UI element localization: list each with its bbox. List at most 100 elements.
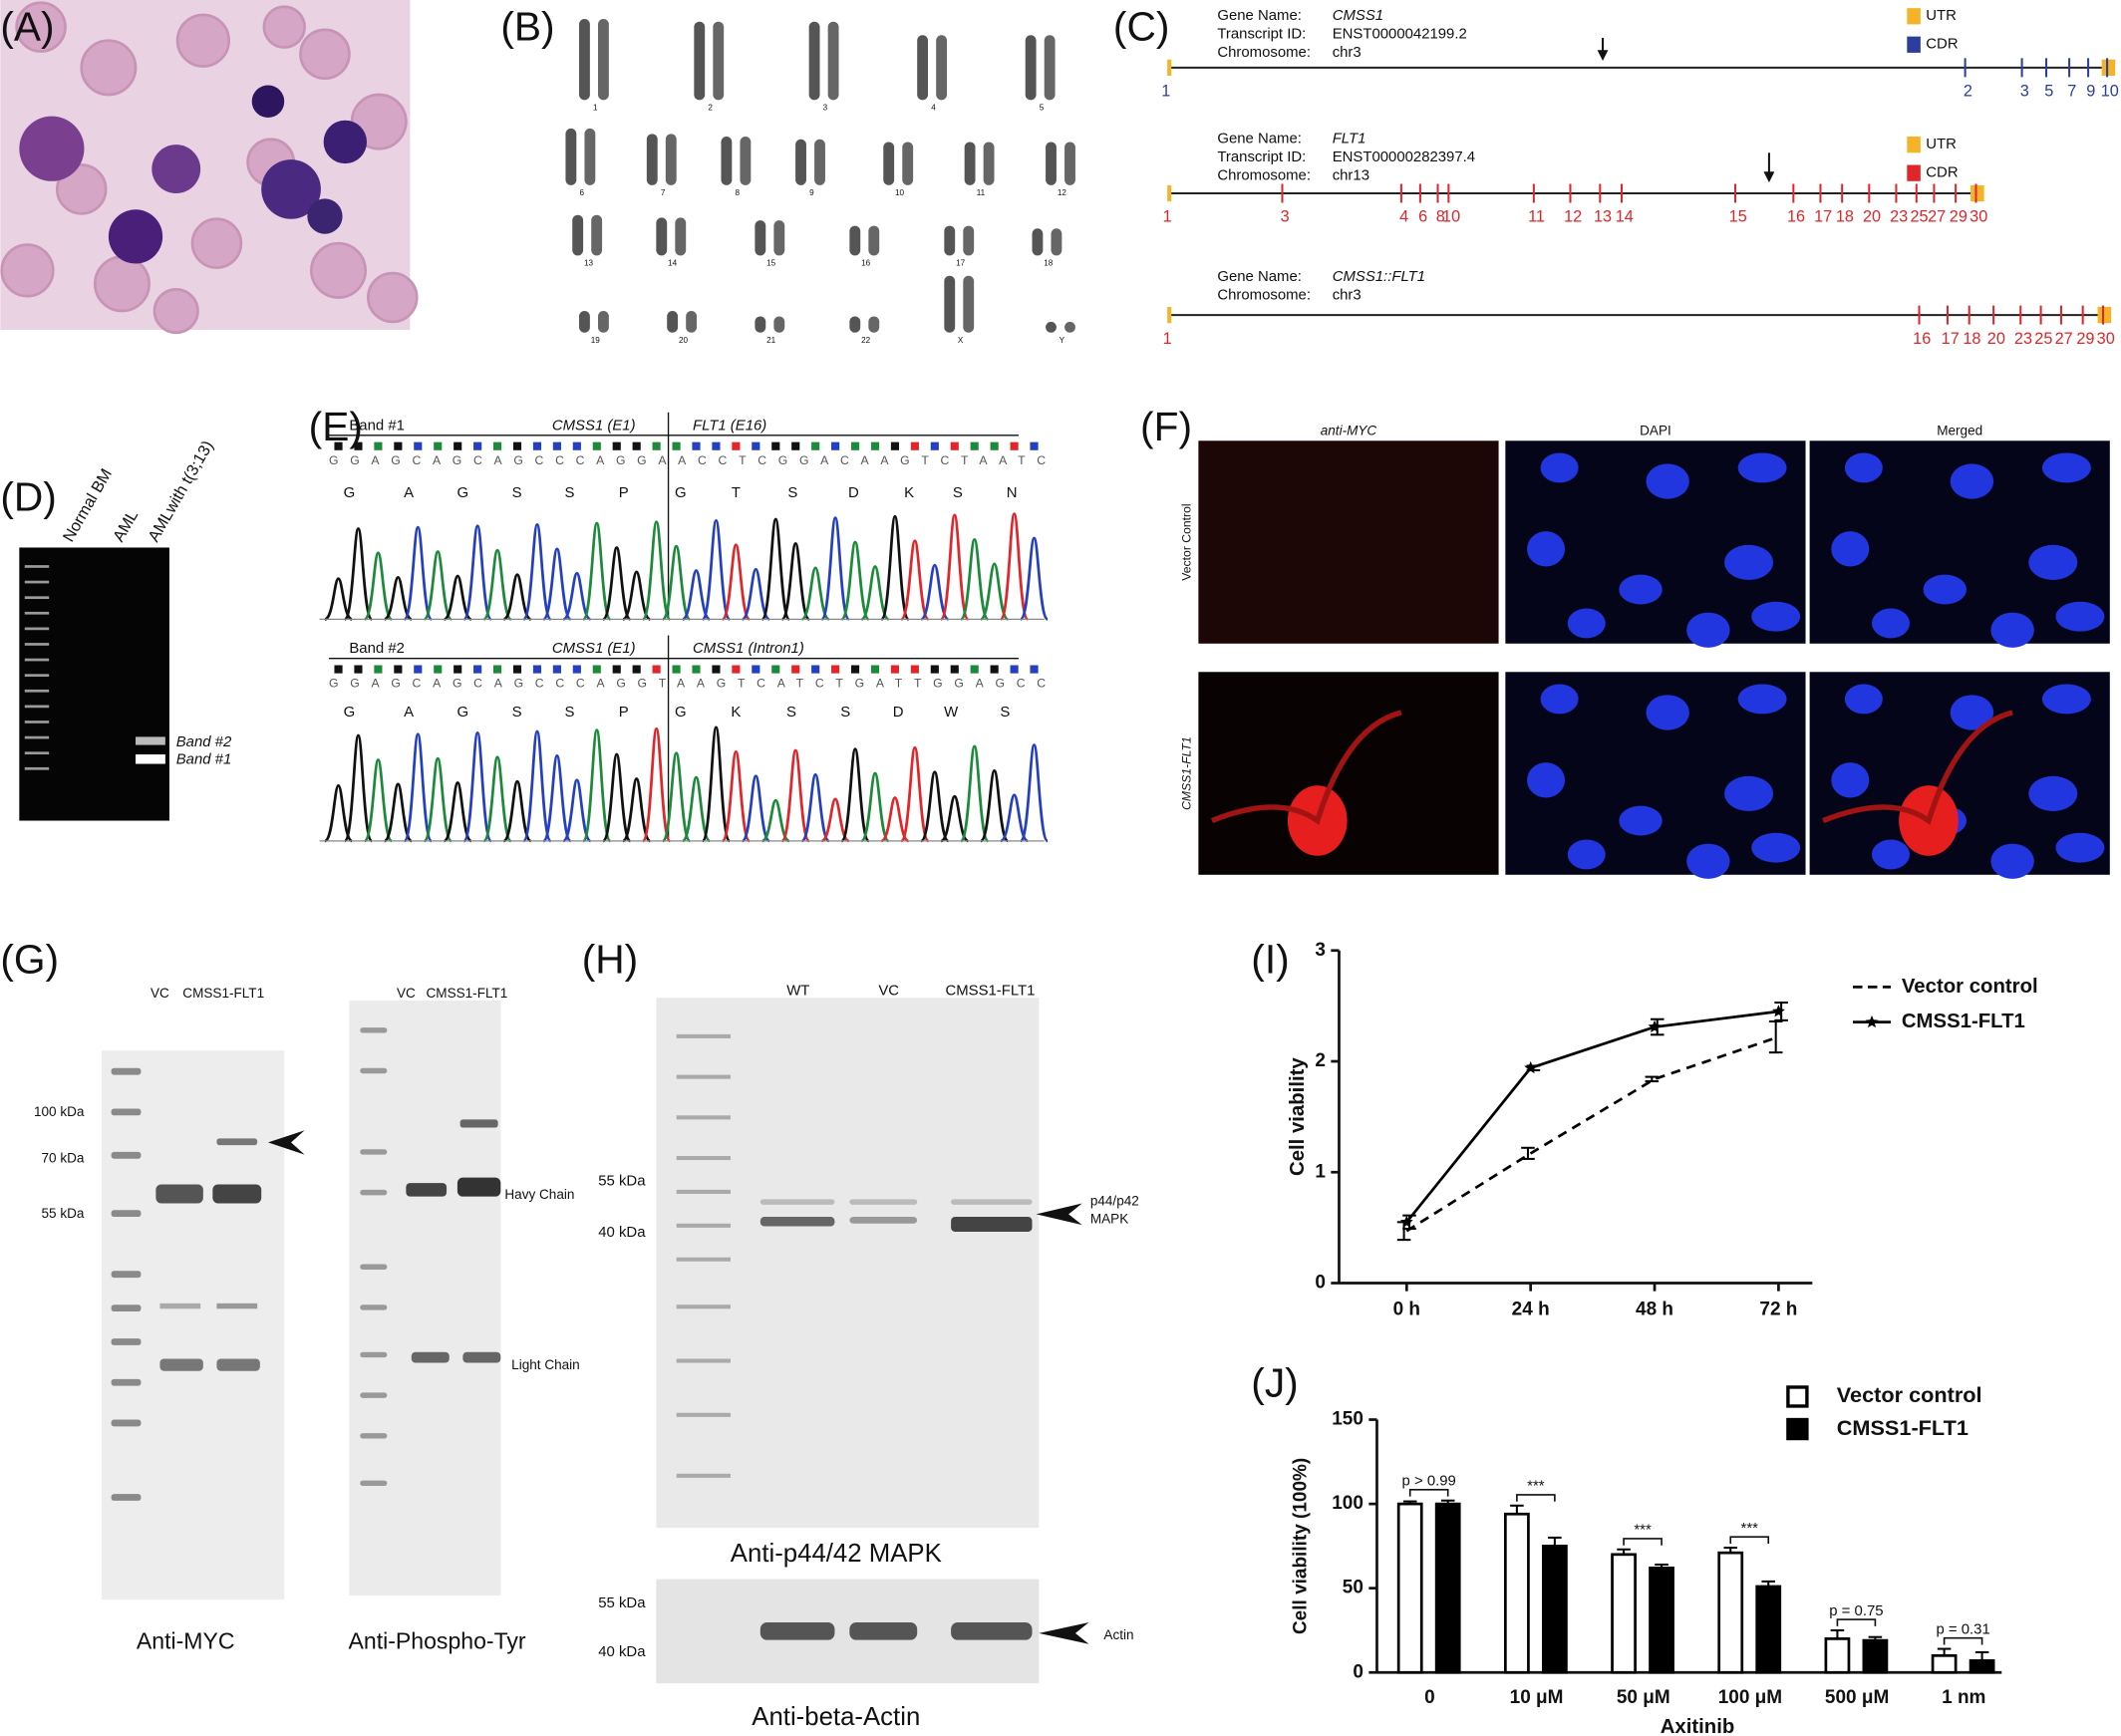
exon-number: 30 <box>1970 208 1987 226</box>
red-cell <box>310 241 368 299</box>
chromosome-label: 2 <box>708 104 713 113</box>
nucleus <box>1751 832 1801 863</box>
exon-number: 7 <box>2067 83 2076 101</box>
base-square <box>334 441 343 450</box>
utr-block <box>2101 59 2116 76</box>
amino-acid: P <box>619 704 629 721</box>
exon-number: 30 <box>2097 330 2115 348</box>
blot-band <box>759 1622 835 1640</box>
panel-label: (G) <box>0 937 59 983</box>
trace-peak <box>542 547 572 621</box>
ladder-band <box>676 1189 731 1194</box>
blot-band <box>459 1119 498 1128</box>
trace-peak <box>840 540 870 621</box>
base-sequence: GGAGCAGCAGCCCAGGTAAGTCATCTGATTGGAGCC <box>329 677 1046 691</box>
error-bar <box>1723 1547 1738 1554</box>
ladder-band <box>360 1433 388 1439</box>
base-square <box>394 665 403 674</box>
chromosome <box>795 139 806 185</box>
exon-number: 14 <box>1616 208 1634 226</box>
trace-peak <box>760 517 791 621</box>
chromosome-label: 4 <box>931 104 936 113</box>
gel-photo <box>19 547 169 821</box>
trace-peak <box>384 575 413 621</box>
error-bar <box>1617 1548 1631 1555</box>
ladder-band <box>360 1149 388 1155</box>
exon-number: 29 <box>2076 330 2094 348</box>
base-square <box>532 665 542 674</box>
blot-band <box>759 1217 835 1227</box>
bar <box>1611 1553 1637 1674</box>
red-cell <box>299 28 351 81</box>
base-square <box>870 441 880 450</box>
amino-acid: S <box>565 704 575 721</box>
chromosome <box>713 21 725 101</box>
nucleus <box>2055 601 2105 632</box>
bar <box>1862 1638 1889 1674</box>
exon-number: 12 <box>1564 208 1582 226</box>
x-tick-label: 0 h <box>1393 1300 1420 1320</box>
chromosome <box>963 225 975 256</box>
chromosome <box>667 311 679 333</box>
y-axis-label: Cell viability <box>1287 1057 1309 1176</box>
base-square <box>771 665 780 674</box>
blot-photo <box>656 998 1040 1529</box>
ladder-band <box>360 1304 388 1310</box>
ladder-band <box>360 1392 388 1398</box>
ladder-band <box>360 1189 388 1196</box>
base-square <box>354 665 363 674</box>
track-field-value: chr3 <box>1333 286 1362 303</box>
base-square <box>890 665 900 674</box>
chromosome-label: 19 <box>591 336 601 345</box>
y-tick-label: 3 <box>1315 940 1326 961</box>
base-square <box>831 441 840 450</box>
annotation: *** <box>1527 1478 1545 1495</box>
row-label: Vector Control <box>1180 503 1194 580</box>
exon-number: 18 <box>1963 330 1980 348</box>
red-cell <box>367 271 419 324</box>
trace-peak <box>343 527 374 621</box>
base-square <box>791 441 800 450</box>
ladder-band <box>24 627 50 631</box>
chromosome-label: 22 <box>861 336 871 345</box>
base-square <box>632 665 641 674</box>
ladder-band <box>111 1067 142 1075</box>
base-square <box>532 441 542 450</box>
lane-label: VC <box>151 986 169 1001</box>
row-label: CMSS1-FLT1 <box>1180 736 1194 810</box>
exon-label: CMSS1 (E1) <box>552 640 636 657</box>
trace-peak <box>1000 793 1029 843</box>
chromosome <box>675 217 687 256</box>
panel-label: (C) <box>1113 4 1169 50</box>
red-cell <box>190 217 243 269</box>
base-square <box>831 665 840 674</box>
amino-acid: W <box>944 704 959 721</box>
utr-block <box>1167 59 1172 76</box>
ladder-band <box>111 1419 142 1427</box>
legend-label: Vector control <box>1902 976 2038 998</box>
amino-acid: A <box>404 484 414 501</box>
trace-peak <box>741 774 771 843</box>
lane-label: WT <box>786 982 809 999</box>
nucleus <box>1950 695 1994 730</box>
base-square <box>811 441 820 450</box>
exon-number: 25 <box>1910 208 1928 226</box>
exon-number: 8 <box>1436 208 1445 226</box>
panel-label: (H) <box>582 937 638 983</box>
base-square <box>1010 665 1019 674</box>
chromosome-label: 1 <box>593 104 598 113</box>
ladder-band <box>24 674 50 678</box>
base-square <box>950 441 959 450</box>
base-square <box>970 441 979 450</box>
base-square <box>592 441 601 450</box>
blot-band <box>849 1622 918 1640</box>
base-square <box>712 665 721 674</box>
trace-peak <box>939 513 970 621</box>
ladder-band <box>111 1151 142 1159</box>
nucleus <box>1872 839 1911 870</box>
base-square <box>791 665 800 674</box>
chromosome <box>584 128 596 185</box>
nucleus <box>1567 839 1606 870</box>
exon-number: 10 <box>1442 208 1460 226</box>
chromosome <box>598 311 609 333</box>
